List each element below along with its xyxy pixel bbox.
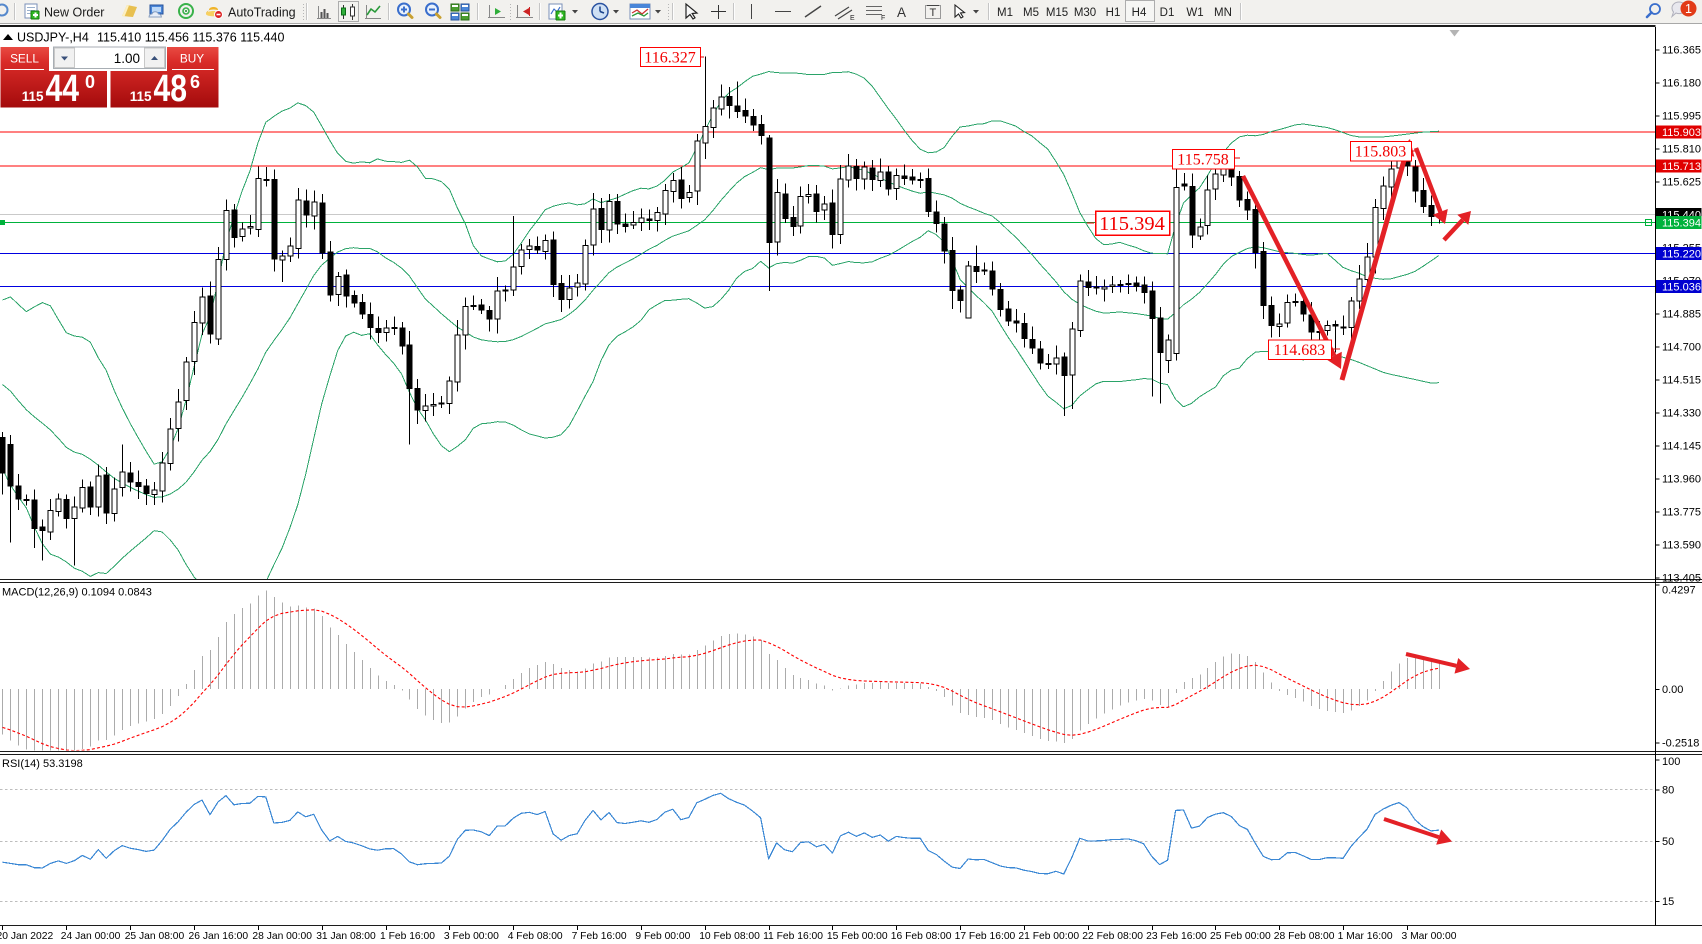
- svg-text:115.394: 115.394: [1099, 213, 1165, 235]
- svg-text:24 Jan 00:00: 24 Jan 00:00: [61, 931, 121, 942]
- svg-text:M15: M15: [1046, 7, 1068, 19]
- svg-text:115.810: 115.810: [1662, 144, 1701, 156]
- svg-text:21 Feb 00:00: 21 Feb 00:00: [1018, 931, 1079, 942]
- svg-text:1 Feb 16:00: 1 Feb 16:00: [380, 931, 435, 942]
- svg-text:114.515: 114.515: [1662, 374, 1701, 386]
- svg-text:F: F: [881, 15, 885, 22]
- svg-text:M30: M30: [1074, 7, 1096, 19]
- svg-text:1: 1: [1685, 2, 1692, 16]
- svg-text:E: E: [850, 15, 855, 22]
- svg-text:7 Feb 16:00: 7 Feb 16:00: [572, 931, 627, 942]
- svg-text:25 Feb 00:00: 25 Feb 00:00: [1210, 931, 1271, 942]
- svg-text:MACD(12,26,9) 0.1094 0.0843: MACD(12,26,9) 0.1094 0.0843: [2, 587, 152, 599]
- svg-text:114.700: 114.700: [1662, 341, 1701, 353]
- svg-text:17 Feb 16:00: 17 Feb 16:00: [955, 931, 1016, 942]
- svg-text:48: 48: [154, 68, 188, 110]
- svg-text:28 Feb 08:00: 28 Feb 08:00: [1274, 931, 1335, 942]
- svg-text:26 Jan 16:00: 26 Jan 16:00: [189, 931, 249, 942]
- svg-text:USDJPY-,H4: USDJPY-,H4: [17, 31, 89, 45]
- svg-text:28 Jan 00:00: 28 Jan 00:00: [252, 931, 312, 942]
- svg-text:A: A: [897, 5, 906, 20]
- svg-text:116.327: 116.327: [644, 49, 695, 66]
- svg-text:113.775: 113.775: [1662, 506, 1701, 518]
- svg-text:115.803: 115.803: [1355, 144, 1406, 161]
- svg-text:114.885: 114.885: [1662, 308, 1701, 320]
- svg-text:AutoTrading: AutoTrading: [228, 6, 296, 20]
- svg-text:15: 15: [1662, 896, 1674, 908]
- svg-text:H4: H4: [1132, 7, 1147, 19]
- svg-text:115.036: 115.036: [1662, 282, 1701, 294]
- svg-text:15 Feb 00:00: 15 Feb 00:00: [827, 931, 888, 942]
- svg-text:116.180: 116.180: [1662, 78, 1701, 90]
- svg-text:0.00: 0.00: [1662, 684, 1683, 696]
- svg-text:1 Mar 16:00: 1 Mar 16:00: [1338, 931, 1393, 942]
- svg-text:3 Feb 00:00: 3 Feb 00:00: [444, 931, 499, 942]
- svg-text:115.713: 115.713: [1662, 161, 1701, 173]
- svg-text:80: 80: [1662, 784, 1674, 796]
- svg-text:20 Jan 2022: 20 Jan 2022: [0, 931, 53, 942]
- svg-text:115.625: 115.625: [1662, 176, 1701, 188]
- svg-text:115.394: 115.394: [1662, 218, 1701, 230]
- svg-text:D1: D1: [1160, 7, 1175, 19]
- svg-text:31 Jan 08:00: 31 Jan 08:00: [316, 931, 376, 942]
- svg-text:11 Feb 16:00: 11 Feb 16:00: [763, 931, 823, 942]
- svg-text:M5: M5: [1023, 7, 1039, 19]
- svg-text:BUY: BUY: [180, 52, 204, 66]
- svg-text:115.995: 115.995: [1662, 111, 1701, 123]
- svg-text:113.405: 113.405: [1662, 572, 1701, 584]
- svg-text:50: 50: [1662, 836, 1674, 848]
- svg-text:23 Feb 16:00: 23 Feb 16:00: [1146, 931, 1207, 942]
- svg-text:114.683: 114.683: [1274, 342, 1325, 359]
- svg-text:25 Jan 08:00: 25 Jan 08:00: [125, 931, 185, 942]
- svg-text:115.903: 115.903: [1662, 127, 1701, 139]
- svg-text:0: 0: [85, 72, 95, 92]
- svg-text:114.330: 114.330: [1662, 407, 1701, 419]
- svg-text:RSI(14) 53.3198: RSI(14) 53.3198: [2, 758, 83, 770]
- svg-text:-0.2518: -0.2518: [1662, 738, 1699, 750]
- svg-text:3 Mar 00:00: 3 Mar 00:00: [1402, 931, 1457, 942]
- svg-text:115.220: 115.220: [1662, 249, 1701, 261]
- svg-text:116.365: 116.365: [1662, 45, 1701, 57]
- svg-text:22 Feb 08:00: 22 Feb 08:00: [1082, 931, 1143, 942]
- svg-text:10 Feb 08:00: 10 Feb 08:00: [699, 931, 760, 942]
- svg-text:113.590: 113.590: [1662, 539, 1701, 551]
- svg-text:115: 115: [22, 89, 44, 104]
- svg-text:9 Feb 00:00: 9 Feb 00:00: [635, 931, 690, 942]
- svg-text:MN: MN: [1214, 7, 1232, 19]
- svg-text:H1: H1: [1106, 7, 1121, 19]
- svg-text:113.960: 113.960: [1662, 473, 1701, 485]
- svg-text:16 Feb 08:00: 16 Feb 08:00: [891, 931, 952, 942]
- svg-text:M1: M1: [997, 7, 1013, 19]
- svg-text:0.4297: 0.4297: [1662, 585, 1696, 597]
- svg-text:115.410 115.456 115.376 115.44: 115.410 115.456 115.376 115.440: [97, 31, 284, 45]
- svg-text:114.145: 114.145: [1662, 440, 1701, 452]
- svg-text:44: 44: [46, 68, 80, 110]
- svg-text:T: T: [930, 7, 937, 19]
- svg-text:New Order: New Order: [44, 6, 104, 20]
- svg-text:1.00: 1.00: [114, 51, 140, 66]
- svg-text:100: 100: [1662, 756, 1680, 768]
- svg-text:W1: W1: [1186, 7, 1203, 19]
- svg-text:115.758: 115.758: [1177, 152, 1228, 169]
- svg-text:115: 115: [130, 89, 152, 104]
- svg-text:4 Feb 08:00: 4 Feb 08:00: [508, 931, 563, 942]
- svg-text:6: 6: [190, 72, 200, 92]
- svg-text:SELL: SELL: [10, 52, 39, 66]
